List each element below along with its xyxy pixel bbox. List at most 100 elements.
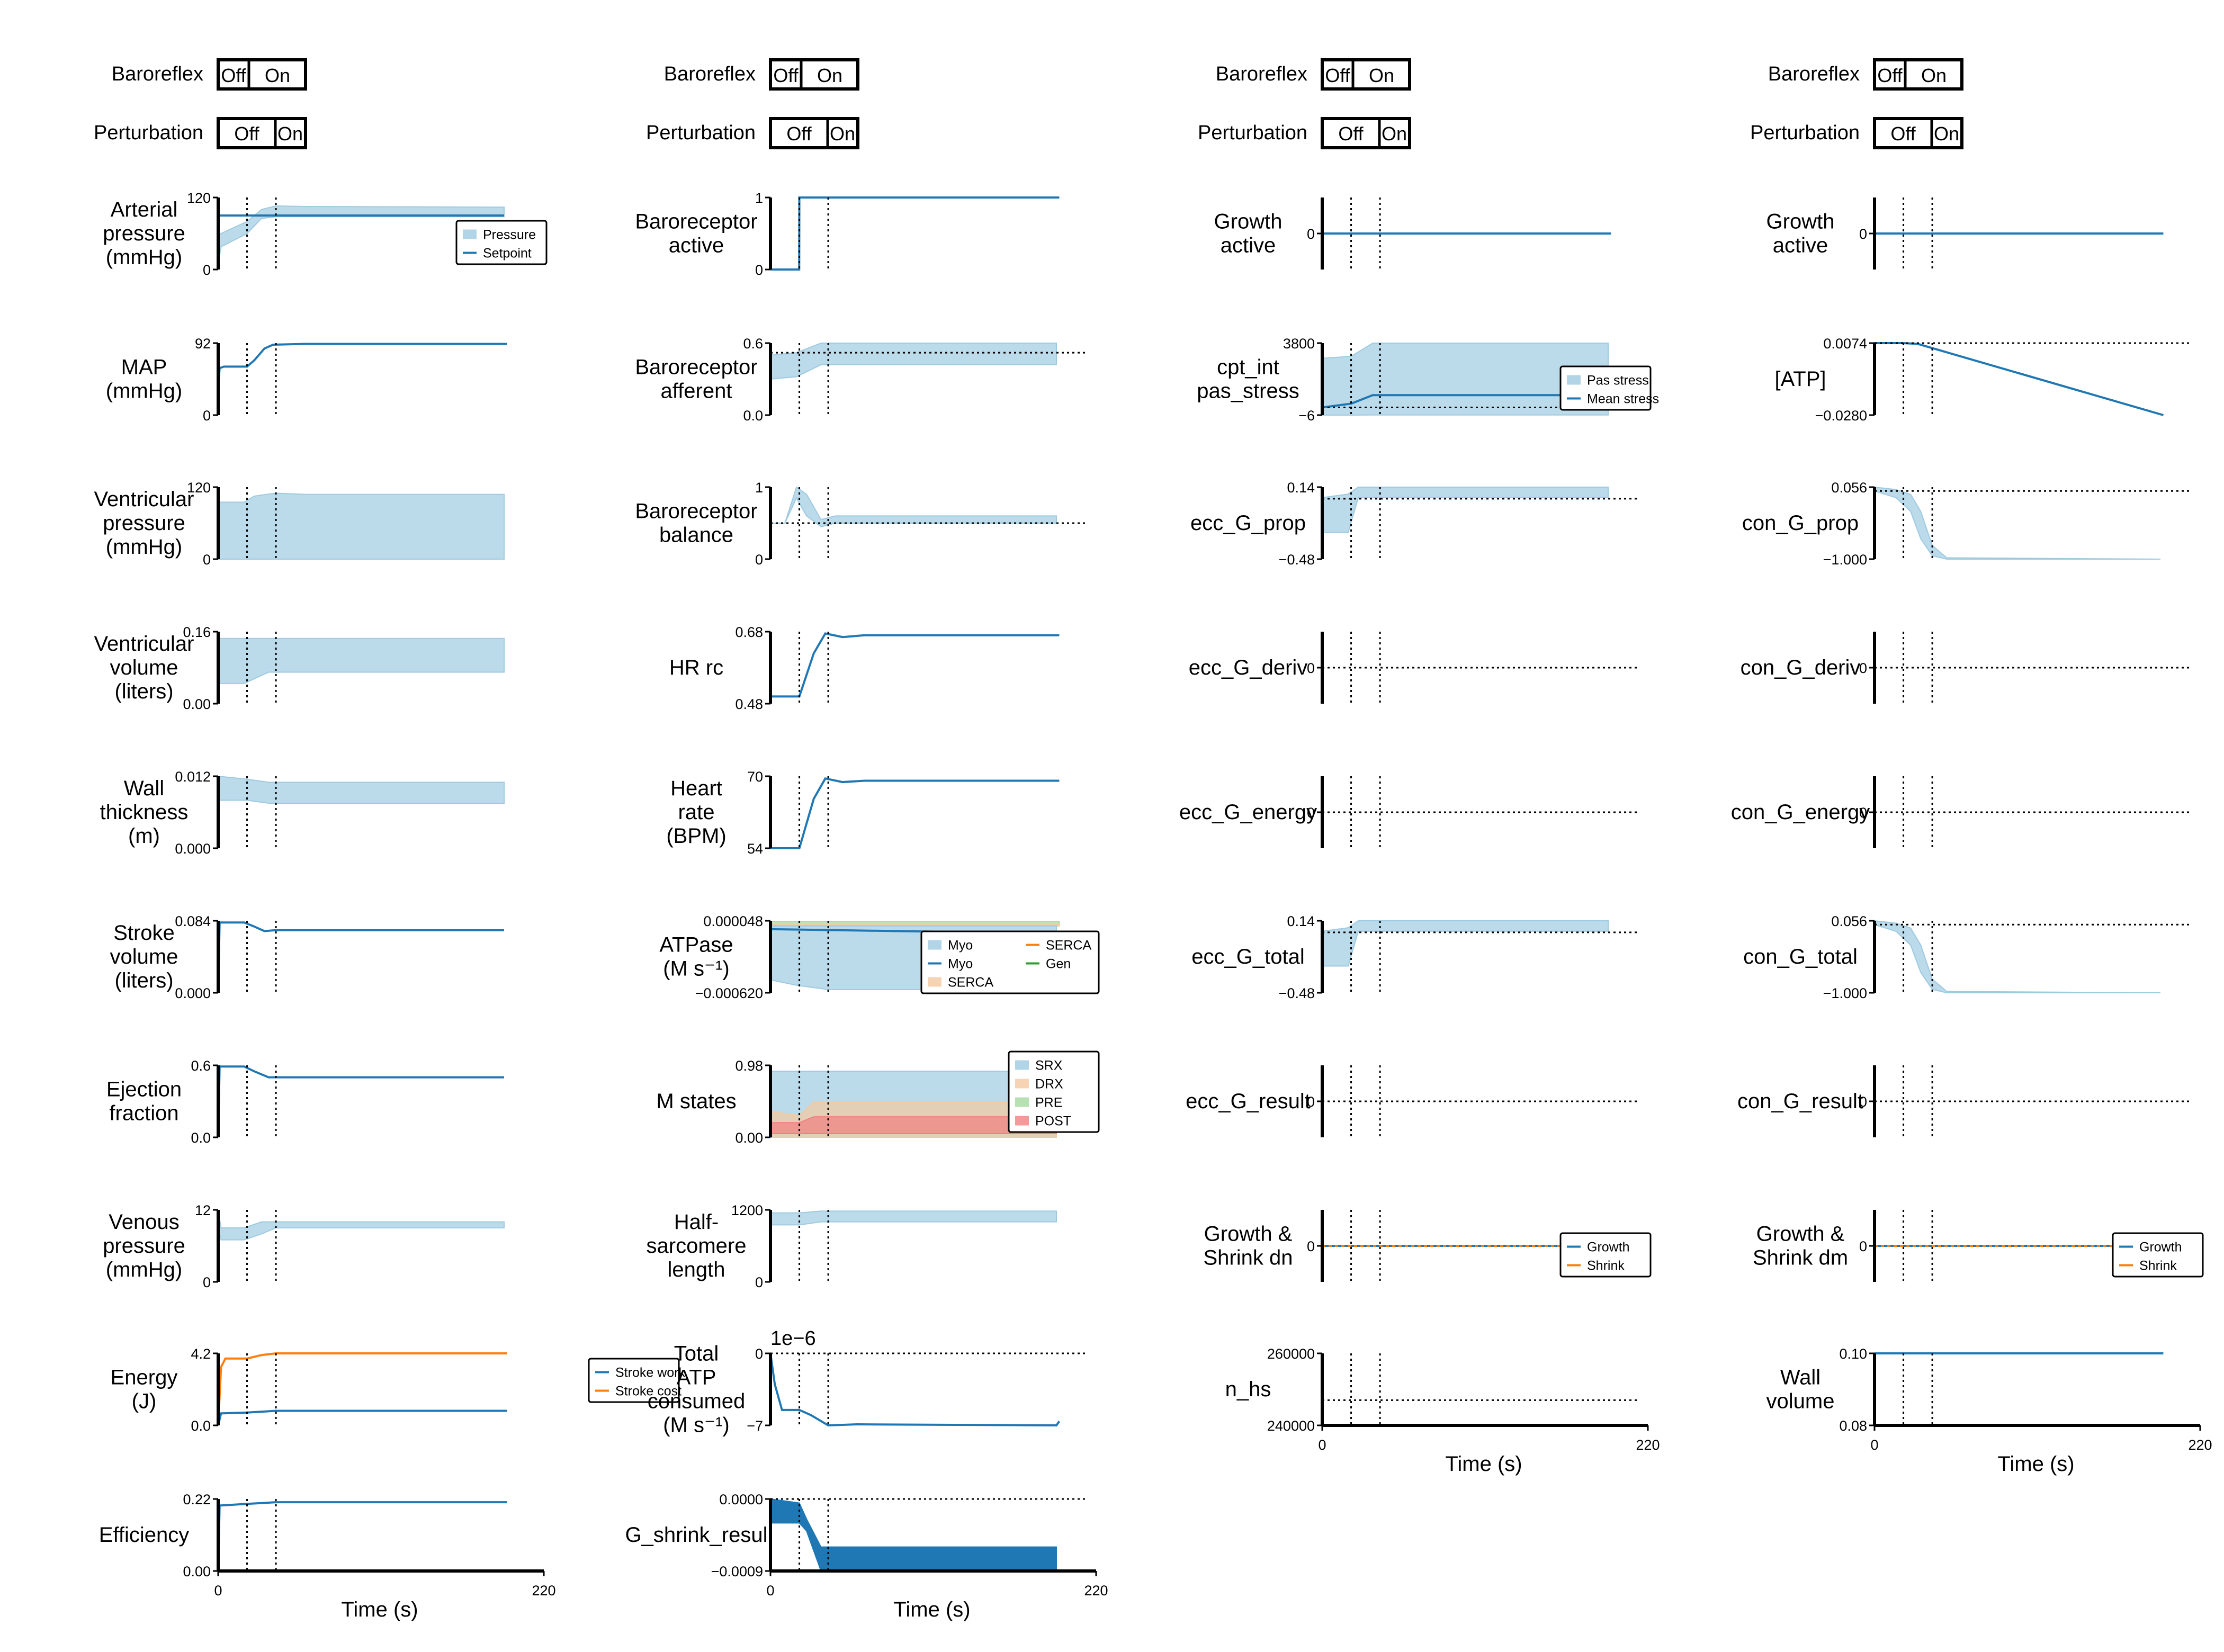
series-line bbox=[770, 777, 1060, 849]
baroreflex-toggle-frame bbox=[1873, 58, 1963, 91]
chart-panel: 0.0000 −0.0009 G_shrink_resul 0 220 Time (s) bbox=[625, 1492, 1108, 1621]
panel-label: ATPase bbox=[659, 933, 733, 957]
perturbation-toggle-frame bbox=[1321, 117, 1411, 149]
baroreflex-toggle[interactable]: Off On bbox=[1321, 58, 1411, 91]
panel-label: Growth bbox=[1766, 210, 1835, 234]
series-band bbox=[1322, 343, 1609, 416]
series-band bbox=[1874, 486, 2161, 560]
y-tick-label: 1200 bbox=[731, 1202, 763, 1218]
baroreflex-toggle[interactable]: Off On bbox=[1873, 58, 1963, 91]
legend-swatch bbox=[1567, 375, 1581, 385]
baroreflex-toggle[interactable]: Off On bbox=[217, 58, 307, 91]
baroreflex-off-option: Off bbox=[1325, 65, 1350, 86]
panel-label: Arterial bbox=[111, 198, 178, 221]
legend-label: SERCA bbox=[948, 975, 993, 990]
series-band bbox=[218, 638, 505, 684]
y-tick-label: 3800 bbox=[1283, 336, 1315, 352]
legend-label: SRX bbox=[1035, 1058, 1063, 1073]
baroreflex-toggle-frame bbox=[1321, 58, 1411, 91]
panel-label: sarcomere bbox=[647, 1234, 747, 1258]
panel-label: pressure bbox=[103, 1234, 185, 1258]
y-tick-label: 0 bbox=[755, 1274, 763, 1290]
perturbation-label: Perturbation bbox=[1750, 122, 1860, 144]
legend: Stroke work Stroke cost bbox=[588, 1358, 685, 1403]
panel-label: volume bbox=[110, 945, 178, 968]
panel-label: ecc_G_energy bbox=[1179, 801, 1317, 824]
legend: Pas stress Mean stress bbox=[1559, 365, 1659, 411]
y-tick-label: 0 bbox=[755, 1346, 763, 1362]
legend-swatch bbox=[1015, 1060, 1029, 1070]
series-line bbox=[769, 1353, 1061, 1427]
panel-label: Stroke bbox=[113, 921, 175, 945]
panel-label: consumed bbox=[648, 1390, 746, 1413]
y-tick-label: 0.000 bbox=[175, 985, 211, 1001]
chart-panel: 260000 240000 n_hs 0 220 Time (s) bbox=[1225, 1346, 1660, 1476]
chart-panel: 0.68 0.48 HR rc bbox=[669, 624, 1060, 712]
y-tick-label: 120 bbox=[187, 190, 211, 206]
y-tick-label: 54 bbox=[747, 841, 763, 857]
y-tick-label: 0.000048 bbox=[703, 913, 763, 929]
legend-swatch bbox=[928, 940, 941, 950]
panel-label: Growth & bbox=[1756, 1223, 1845, 1246]
series-line bbox=[217, 343, 507, 388]
panel-label: Total bbox=[674, 1342, 719, 1366]
perturbation-label: Perturbation bbox=[646, 122, 756, 144]
chart-panel: 0.14 −0.48 ecc_G_prop bbox=[1190, 480, 1640, 568]
y-tick-label: 0.0074 bbox=[1823, 336, 1867, 352]
y-tick-label: 0 bbox=[1859, 226, 1867, 242]
baroreflex-on-option: On bbox=[1921, 65, 1947, 86]
series-band bbox=[1874, 920, 2161, 993]
y-tick-label: 0.0 bbox=[743, 408, 763, 424]
legend-label: Setpoint bbox=[483, 246, 532, 261]
x-tick-label: 220 bbox=[532, 1583, 555, 1599]
perturbation-toggle[interactable]: Off On bbox=[769, 117, 859, 149]
y-tick-label: 0 bbox=[1859, 1238, 1867, 1254]
y-tick-label: 0.0000 bbox=[719, 1492, 763, 1507]
legend-frame bbox=[588, 1358, 680, 1403]
perturbation-on-option: On bbox=[1934, 123, 1959, 145]
legend-label: Pressure bbox=[483, 228, 536, 243]
y-tick-label: 0.14 bbox=[1287, 913, 1315, 929]
y-tick-label: 0 bbox=[1307, 1238, 1315, 1254]
legend: SRX DRX PRE POST bbox=[1008, 1051, 1100, 1133]
panel-label: Ejection bbox=[106, 1078, 182, 1101]
perturbation-toggle[interactable]: Off On bbox=[1321, 117, 1411, 149]
perturbation-toggle[interactable]: Off On bbox=[1873, 117, 1963, 149]
legend-label: Stroke work bbox=[615, 1366, 685, 1380]
x-tick-label: 220 bbox=[1084, 1583, 1108, 1599]
panel-label: pas_stress bbox=[1197, 380, 1299, 403]
panel-label: Growth & bbox=[1204, 1223, 1293, 1246]
baroreflex-label: Baroreflex bbox=[664, 63, 756, 85]
legend-label: SERCA bbox=[1046, 938, 1091, 953]
perturbation-toggle[interactable]: Off On bbox=[217, 117, 307, 149]
baroreflex-label: Baroreflex bbox=[1768, 63, 1860, 85]
perturbation-label: Perturbation bbox=[1198, 122, 1307, 144]
series-band bbox=[1322, 920, 1609, 967]
legend-label: Myo bbox=[948, 938, 973, 953]
legend-frame bbox=[455, 220, 548, 265]
series-line bbox=[1322, 394, 1608, 409]
baroreflex-off-option: Off bbox=[1877, 65, 1903, 86]
x-tick-label: 0 bbox=[1318, 1437, 1326, 1453]
baroreflex-toggle[interactable]: Off On bbox=[769, 58, 859, 91]
baroreflex-toggle-frame bbox=[769, 58, 859, 91]
panel-label: Baroreceptor bbox=[635, 356, 757, 379]
panel-label: volume bbox=[1766, 1390, 1835, 1413]
x-tick-label: 0 bbox=[766, 1583, 774, 1599]
chart-panel: 0.0074 −0.0280 [ATP] bbox=[1774, 336, 2192, 424]
y-tick-label: 0 bbox=[203, 262, 211, 278]
panel-label: [ATP] bbox=[1774, 367, 1826, 391]
panel-label: Shrink dn bbox=[1204, 1246, 1293, 1270]
chart-panel: 92 0 MAP(mmHg) bbox=[106, 336, 507, 424]
series-band bbox=[770, 343, 1057, 380]
perturbation-on-option: On bbox=[830, 123, 855, 145]
legend-swatch bbox=[463, 229, 477, 239]
panel-label: (mmHg) bbox=[106, 1258, 182, 1281]
series-band bbox=[770, 486, 1057, 527]
